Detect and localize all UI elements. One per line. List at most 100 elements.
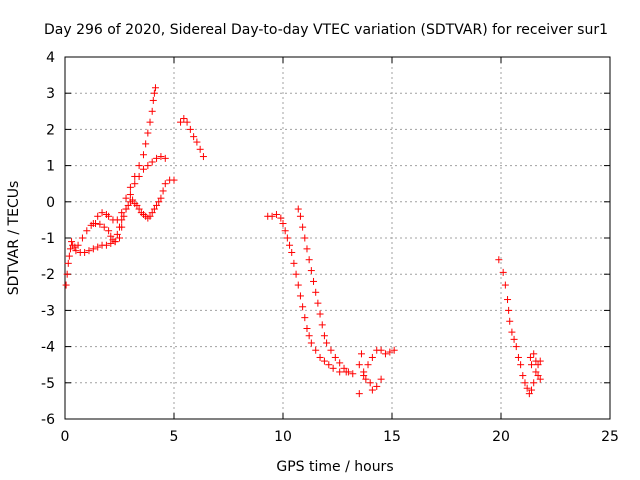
data-point: [146, 118, 154, 126]
data-point: [113, 216, 121, 224]
data-point: [368, 386, 376, 394]
data-point: [362, 375, 370, 383]
data-point: [71, 243, 79, 251]
data-point: [344, 368, 352, 376]
data-point: [81, 248, 89, 256]
data-point: [292, 270, 300, 278]
data-point: [68, 238, 76, 246]
data-point: [146, 212, 154, 220]
data-point: [161, 154, 169, 162]
axis-ticks: [64, 56, 611, 420]
data-point: [159, 187, 167, 195]
data-point: [279, 220, 287, 228]
x-axis-label: GPS time / hours: [276, 459, 393, 475]
data-point: [66, 245, 74, 253]
data-point: [96, 220, 104, 228]
data-point: [94, 212, 102, 220]
data-point: [349, 370, 357, 378]
data-point: [495, 256, 503, 264]
data-point: [126, 191, 134, 199]
data-point: [377, 346, 385, 354]
y-tick-label: 4: [46, 50, 55, 66]
data-point: [312, 288, 320, 296]
data-point: [294, 281, 302, 289]
data-point: [528, 361, 536, 369]
data-point: [183, 118, 191, 126]
data-point: [105, 212, 113, 220]
data-point: [129, 196, 137, 204]
data-point: [186, 125, 194, 133]
data-point: [299, 223, 307, 231]
data-point: [161, 180, 169, 188]
data-point: [534, 372, 542, 380]
data-point: [512, 343, 520, 351]
data-point: [303, 245, 311, 253]
data-point: [299, 303, 307, 311]
data-point: [131, 180, 139, 188]
data-point: [504, 296, 512, 304]
data-point: [336, 368, 344, 376]
data-point: [111, 238, 119, 246]
data-point: [190, 133, 198, 141]
y-tick-label: 1: [46, 159, 55, 175]
data-point: [305, 256, 313, 264]
data-point: [532, 368, 540, 376]
data-point: [124, 201, 132, 209]
data-point: [116, 223, 123, 231]
data-point: [89, 220, 97, 228]
data-point: [357, 350, 365, 358]
data-point: [377, 375, 385, 383]
data-point: [355, 361, 363, 369]
data-point: [506, 317, 514, 325]
data-point: [281, 227, 289, 235]
data-point: [157, 153, 165, 161]
data-point: [294, 205, 302, 213]
x-tick-label: 0: [61, 429, 70, 445]
data-point: [360, 372, 368, 380]
data-point: [94, 243, 102, 251]
data-point: [157, 194, 165, 202]
data-point: [530, 350, 538, 358]
y-tick-label: 3: [46, 86, 55, 102]
data-point: [180, 115, 188, 123]
data-point: [102, 241, 110, 249]
data-point: [519, 372, 527, 380]
x-tick-label: 15: [383, 429, 401, 445]
data-point: [290, 259, 298, 267]
data-point: [286, 241, 294, 249]
data-point: [364, 361, 372, 369]
data-point: [144, 162, 152, 170]
data-point: [310, 277, 318, 285]
data-point: [303, 325, 311, 332]
data-point: [148, 158, 156, 166]
data-point: [83, 227, 91, 235]
data-point: [327, 346, 335, 354]
data-point: [74, 241, 82, 249]
data-point: [510, 335, 518, 343]
data-point: [320, 332, 328, 340]
data-point: [323, 339, 331, 347]
data-point: [193, 138, 201, 146]
data-point: [142, 140, 150, 148]
data-point: [373, 382, 381, 390]
data-point: [153, 201, 161, 209]
data-point: [390, 346, 398, 354]
data-point: [155, 198, 163, 206]
data-point: [517, 361, 525, 369]
x-tick-label: 20: [492, 429, 510, 445]
data-point: [307, 267, 315, 275]
data-point: [316, 353, 324, 361]
chart-title: Day 296 of 2020, Sidereal Day-to-day VTE…: [44, 22, 608, 38]
data-point: [505, 306, 513, 314]
data-point: [530, 379, 538, 387]
data-point: [100, 223, 108, 231]
data-point: [536, 375, 544, 383]
data-point: [532, 357, 540, 365]
x-tick-label: 25: [601, 429, 619, 445]
y-tick-label: -4: [41, 340, 55, 356]
data-point: [135, 162, 143, 170]
data-point: [148, 209, 156, 217]
y-tick-label: -3: [41, 303, 55, 319]
y-tick-label: -1: [41, 231, 55, 247]
